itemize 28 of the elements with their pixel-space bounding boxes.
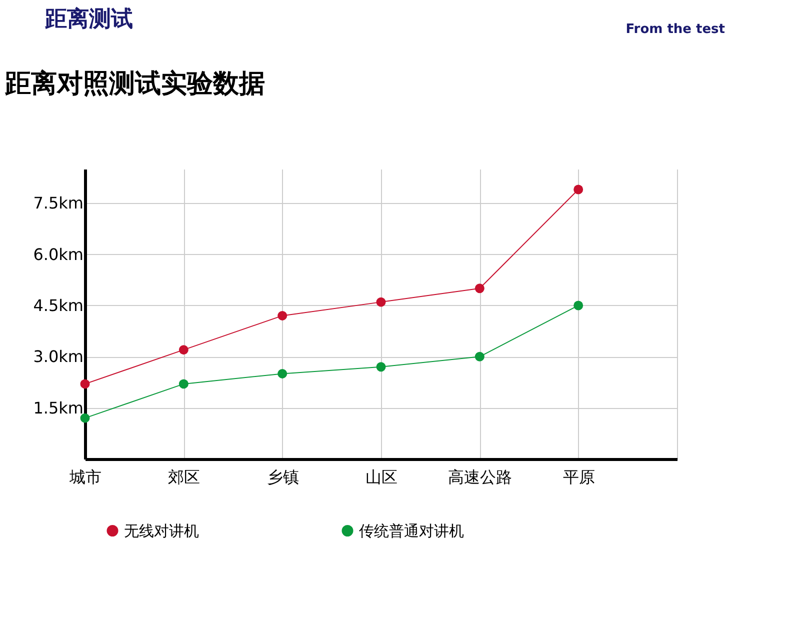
point <box>80 413 90 423</box>
point <box>474 284 484 294</box>
y-tick-label: 4.5km <box>33 296 84 315</box>
point <box>376 362 386 372</box>
point <box>80 379 90 389</box>
chart-title: 距离对照测试实验数据 <box>4 69 265 99</box>
x-tick-label: 平原 <box>562 468 595 486</box>
point <box>178 379 188 389</box>
point <box>574 184 584 194</box>
x-tick-label: 高速公路 <box>448 468 512 486</box>
x-tick-label: 郊区 <box>168 468 200 486</box>
x-tick-label: 山区 <box>366 468 398 486</box>
x-tick-label: 城市 <box>68 468 102 486</box>
point <box>278 368 288 378</box>
point <box>474 352 484 362</box>
legend-label: 无线对讲机 <box>124 522 199 540</box>
point <box>376 297 386 307</box>
text: From the test <box>626 22 725 37</box>
y-tick-label: 3.0km <box>33 347 84 366</box>
point <box>178 345 188 355</box>
legend-label: 传统普通对讲机 <box>359 522 464 540</box>
y-tick-label: 7.5km <box>33 194 84 213</box>
y-tick-label: 1.5km <box>33 398 84 418</box>
y-tick-label: 6.0km <box>33 244 84 264</box>
point <box>278 310 288 320</box>
x-tick-label: 乡镇 <box>266 468 299 486</box>
point <box>574 300 584 310</box>
text: 距离测试 <box>44 6 133 32</box>
